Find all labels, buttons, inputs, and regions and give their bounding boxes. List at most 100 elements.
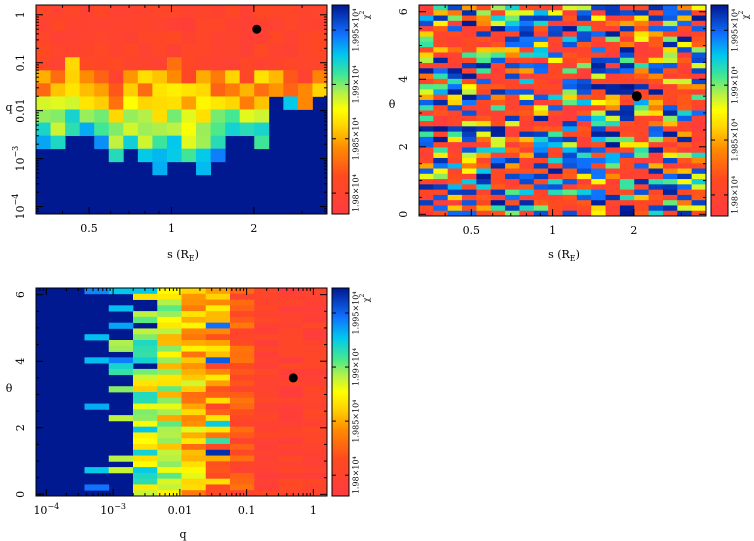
heatmap-cell — [433, 89, 449, 96]
heatmap-cell — [84, 288, 110, 295]
heatmap-cell — [419, 194, 434, 201]
heatmap-cell — [196, 148, 211, 163]
heatmap-cell — [490, 5, 506, 11]
y-tick-label: 10−3 — [11, 146, 27, 172]
heatmap-cell — [476, 89, 492, 96]
heatmap-cell — [548, 26, 563, 32]
heatmap-cell — [533, 52, 549, 59]
heatmap-cell — [302, 380, 328, 387]
heatmap-cell — [166, 83, 182, 97]
heatmap-cell — [181, 409, 207, 416]
heatmap-cell — [634, 94, 649, 101]
heatmap-cell — [157, 328, 182, 335]
heatmap-cell — [157, 357, 182, 364]
heatmap-cell — [196, 44, 211, 58]
heatmap-cell — [225, 70, 241, 84]
heatmap-cell — [181, 403, 207, 410]
heatmap-cell — [476, 73, 492, 80]
heatmap-cell — [137, 109, 153, 123]
heatmap-cell — [634, 41, 649, 48]
heatmap-cell — [196, 161, 211, 176]
heatmap-cell — [433, 31, 449, 38]
heatmap-cell — [297, 83, 313, 97]
heatmap-cell — [648, 200, 664, 206]
heatmap-cell — [562, 179, 578, 185]
heatmap-cell — [278, 444, 304, 451]
heatmap-cell — [490, 47, 506, 53]
heatmap-cell — [433, 168, 449, 175]
heatmap-cell — [133, 455, 158, 462]
heatmap-cell — [447, 89, 463, 96]
heatmap-cell — [419, 200, 434, 206]
heatmap-cell — [433, 147, 449, 154]
heatmap-cell — [205, 484, 231, 491]
heatmap-cell — [634, 52, 649, 59]
heatmap-cell — [254, 484, 279, 491]
heatmap-cell — [691, 26, 707, 32]
heatmap-cell — [490, 10, 506, 16]
heatmap-cell — [447, 210, 463, 217]
heatmap-cell — [562, 20, 578, 27]
heatmap-cell — [433, 210, 449, 217]
heatmap-cell — [181, 305, 207, 312]
heatmap-cell — [254, 345, 279, 352]
heatmap-cell — [662, 200, 678, 206]
heatmap-cell — [419, 5, 434, 11]
heatmap-cell — [648, 157, 664, 164]
heatmap-cell — [447, 26, 463, 32]
heatmap-cell — [691, 110, 707, 117]
heatmap-cell — [447, 184, 463, 191]
heatmap-cell — [239, 18, 255, 32]
heatmap-cell — [79, 44, 95, 58]
heatmap-cell — [94, 31, 110, 45]
heatmap-cell — [476, 147, 492, 154]
heatmap-cell — [230, 461, 255, 468]
heatmap-cell — [576, 205, 592, 212]
heatmap-cell — [462, 15, 477, 22]
heatmap-cell — [619, 89, 635, 96]
heatmap-cell — [447, 78, 463, 85]
heatmap-cell — [157, 472, 182, 480]
heatmap-cell — [677, 63, 693, 69]
heatmap-cell — [79, 109, 95, 123]
heatmap-cell — [619, 63, 635, 69]
heatmap-cell — [254, 44, 270, 58]
heatmap-cell — [312, 18, 328, 32]
heatmap-cell — [562, 84, 578, 90]
heatmap-cell — [634, 73, 649, 80]
heatmap-cell — [152, 31, 168, 45]
heatmap-cell — [205, 403, 231, 410]
heatmap-cell — [254, 432, 279, 439]
heatmap-cell — [562, 78, 578, 85]
heatmap-cell — [648, 136, 664, 143]
heatmap-cell — [152, 148, 168, 163]
heatmap-cell — [108, 83, 124, 97]
heatmap-cell — [419, 99, 434, 106]
heatmap-cell — [79, 57, 95, 71]
heatmap-cell — [691, 200, 707, 206]
heatmap-cell — [519, 136, 535, 143]
heatmap-cell — [50, 44, 66, 58]
panel-q-vs-theta: 0 2 4 6 10−4 10−3 0.01 0.1 1 θ q 1.98×10⁴ 1.985×… — [6, 287, 371, 541]
heatmap-cell — [181, 432, 207, 439]
heatmap-cell — [462, 63, 477, 69]
x-tick-labels: 10−4 10−3 0.01 0.1 1 — [33, 502, 316, 517]
heatmap-cell — [505, 210, 520, 217]
heatmap-cell — [230, 305, 255, 312]
heatmap-cell — [548, 52, 563, 59]
heatmap-cell — [268, 70, 284, 84]
heatmap-cell — [490, 105, 506, 111]
heatmap-cell — [84, 467, 110, 474]
heatmap-cell — [205, 449, 231, 456]
heatmap-cell — [619, 173, 635, 180]
heatmap-cell — [283, 57, 299, 71]
heatmap-cell — [677, 47, 693, 53]
colorbar — [710, 4, 729, 217]
heatmap-cell — [152, 122, 168, 137]
heatmap-cell — [205, 467, 231, 474]
heatmap-cell — [166, 96, 182, 110]
heatmap-cell — [108, 288, 134, 295]
heatmap-cell — [662, 73, 678, 80]
heatmap-cell — [562, 184, 578, 191]
heatmap-cell — [278, 328, 304, 335]
